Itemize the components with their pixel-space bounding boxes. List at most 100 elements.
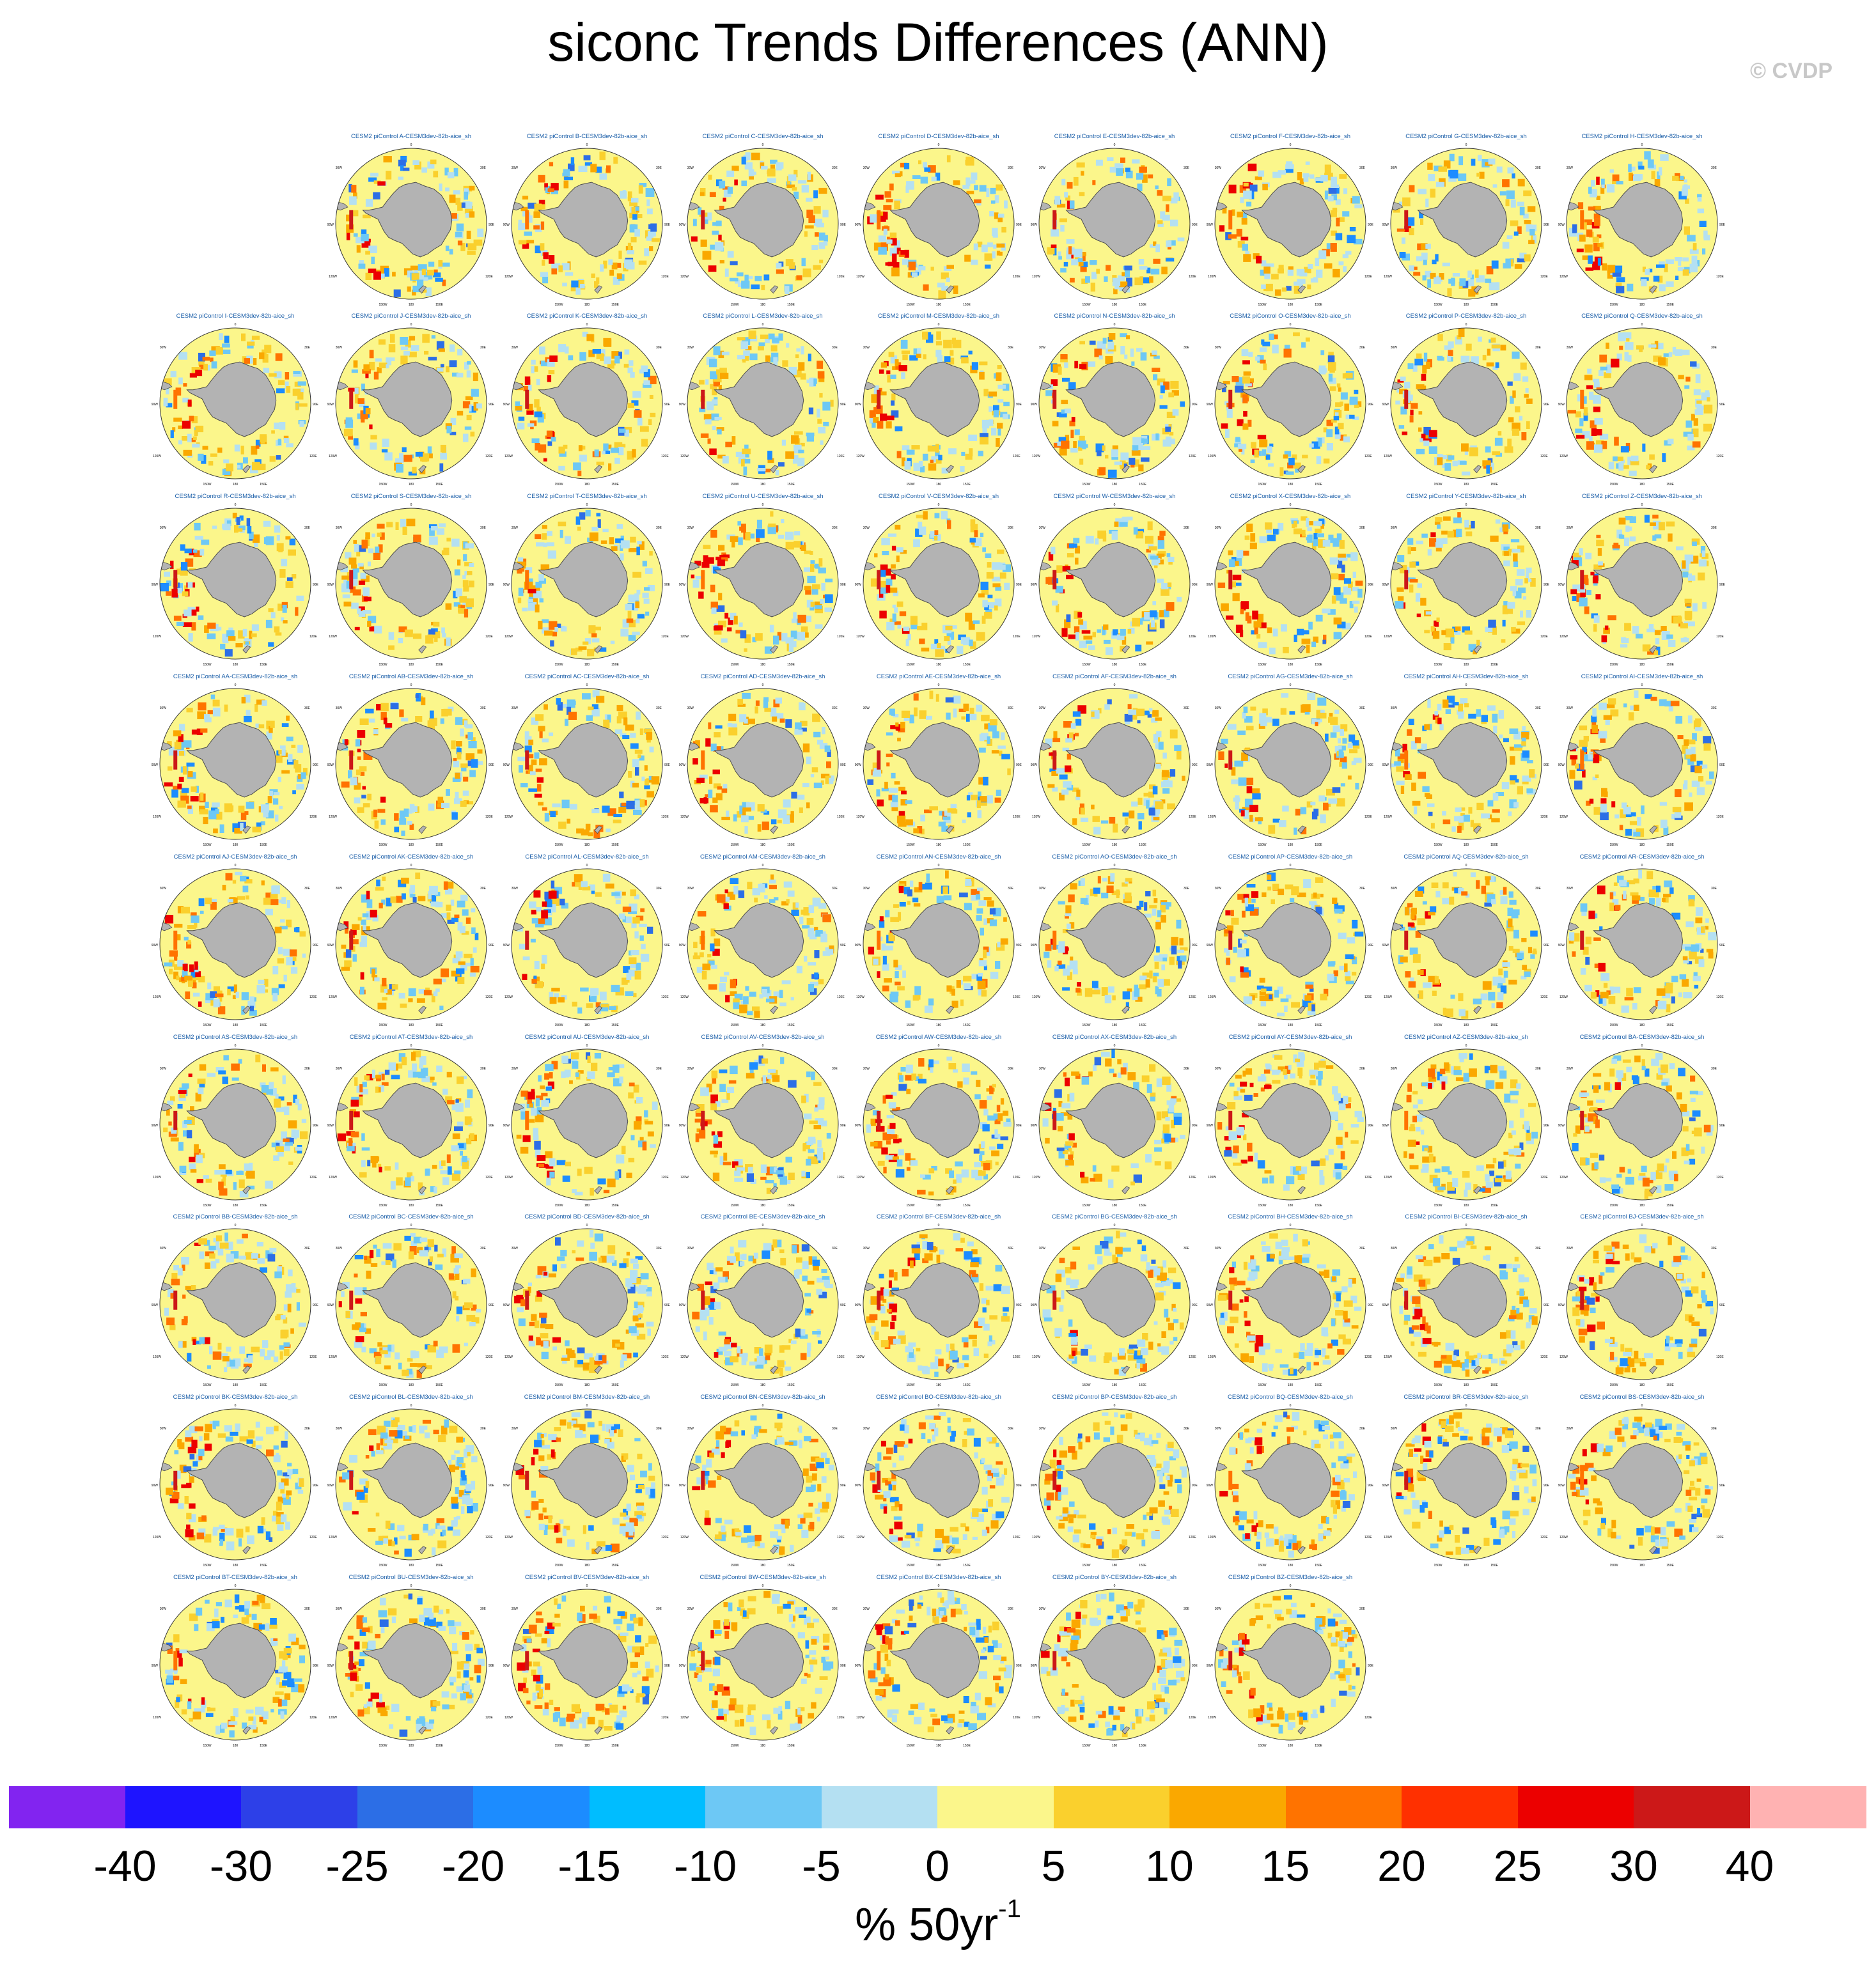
- anomaly-cell: [939, 646, 946, 651]
- anomaly-cell: [1075, 719, 1082, 726]
- anomaly-cell: [534, 399, 540, 408]
- anomaly-cell: [1257, 355, 1264, 363]
- anomaly-cell: [349, 750, 354, 770]
- anomaly-cell: [873, 768, 881, 774]
- anomaly-cell: [1056, 203, 1066, 208]
- new-zealand: [242, 825, 251, 834]
- anomaly-cell: [286, 957, 293, 966]
- anomaly-cell: [476, 403, 482, 409]
- anomaly-cell: [1247, 616, 1252, 624]
- anomaly-cell: [200, 792, 204, 801]
- longitude-label: 150E: [963, 483, 971, 485]
- anomaly-cell: [946, 712, 951, 720]
- anomaly-cell: [637, 214, 643, 219]
- anomaly-cell: [586, 1003, 593, 1008]
- anomaly-cell: [1482, 355, 1487, 361]
- anomaly-cell: [880, 587, 888, 594]
- anomaly-cell: [1118, 275, 1125, 281]
- anomaly-cell: [357, 756, 361, 760]
- anomaly-cell: [1496, 166, 1503, 173]
- anomaly-cell: [1306, 801, 1313, 808]
- anomaly-cell: [467, 732, 473, 740]
- anomaly-cell: [252, 827, 261, 833]
- antarctica-landmass: [889, 541, 980, 618]
- anomaly-cell: [596, 696, 605, 703]
- anomaly-cell: [798, 362, 805, 371]
- anomaly-cell: [377, 809, 386, 813]
- anomaly-cell: [1000, 732, 1005, 740]
- anomaly-cell: [531, 366, 535, 373]
- anomaly-cell: [606, 165, 611, 173]
- anomaly-cell: [744, 634, 751, 643]
- anomaly-cell: [1334, 710, 1340, 714]
- anomaly-cell: [1295, 466, 1299, 473]
- anomaly-cell: [381, 449, 388, 453]
- anomaly-cell: [935, 341, 942, 346]
- anomaly-cell: [1073, 538, 1080, 543]
- anomaly-cell: [1528, 224, 1537, 231]
- anomaly-cell: [1644, 515, 1650, 523]
- anomaly-cell: [737, 521, 741, 526]
- anomaly-cell: [1221, 738, 1228, 744]
- anomaly-cell: [542, 619, 549, 623]
- panel-title: CESM2 piControl L-CESM3dev-82b-aice_sh: [703, 313, 823, 320]
- anomaly-cell: [1080, 444, 1088, 448]
- anomaly-cell: [264, 345, 272, 354]
- anomaly-cell: [632, 782, 639, 788]
- anomaly-cell: [1242, 360, 1250, 365]
- anomaly-cell: [1458, 173, 1467, 181]
- anomaly-cell: [413, 534, 421, 543]
- anomaly-cell: [1668, 352, 1673, 357]
- anomaly-cell: [1682, 747, 1686, 754]
- anomaly-cell: [978, 451, 983, 456]
- longitude-label: 120E: [1013, 275, 1020, 279]
- anomaly-cell: [187, 805, 193, 814]
- anomaly-cell: [1168, 556, 1175, 563]
- anomaly-cell: [226, 520, 231, 526]
- anomaly-cell: [470, 432, 475, 437]
- anomaly-cell: [961, 716, 965, 720]
- anomaly-cell: [415, 694, 419, 698]
- anomaly-cell: [534, 752, 540, 759]
- anomaly-cell: [1147, 521, 1153, 531]
- anomaly-cell: [549, 732, 554, 736]
- longitude-label: 120W: [1384, 635, 1392, 639]
- anomaly-cell: [1411, 782, 1416, 791]
- anomaly-cell: [911, 445, 920, 450]
- anomaly-cell: [884, 781, 888, 789]
- anomaly-cell: [1570, 755, 1578, 759]
- anomaly-cell: [224, 649, 233, 657]
- anomaly-cell: [703, 545, 711, 549]
- anomaly-cell: [403, 808, 409, 817]
- anomaly-cell: [893, 591, 898, 596]
- anomaly-cell: [1303, 174, 1309, 182]
- anomaly-cell: [1673, 616, 1682, 624]
- anomaly-cell: [744, 826, 748, 834]
- longitude-label: 0: [410, 323, 412, 327]
- map-boundary: [1038, 327, 1191, 479]
- anomaly-cell: [1628, 526, 1632, 531]
- anomaly-cell: [717, 786, 723, 790]
- map-panel: CESM2 piControl A-CESM3dev-82b-aice_sh 0 3…: [323, 133, 499, 306]
- anomaly-cell: [596, 462, 604, 465]
- anomaly-cell: [1492, 184, 1497, 188]
- anomaly-cell: [819, 743, 828, 749]
- anomaly-cell: [1162, 770, 1169, 777]
- anomaly-cell: [1349, 414, 1355, 419]
- anomaly-cell: [629, 548, 637, 552]
- anomaly-cell: [412, 633, 422, 639]
- anomaly-cell: [173, 971, 178, 979]
- anomaly-cell: [526, 754, 534, 759]
- anomaly-cell: [1330, 243, 1337, 252]
- longitude-label: 120W: [504, 275, 513, 279]
- anomaly-cell: [886, 239, 893, 244]
- longitude-label: 180: [409, 483, 414, 485]
- panel-title: CESM2 piControl P-CESM3dev-82b-aice_sh: [1405, 313, 1527, 320]
- anomaly-cell: [568, 712, 577, 720]
- anomaly-cell: [356, 245, 361, 253]
- anomaly-cell: [246, 895, 249, 899]
- longitude-label: 150E: [435, 663, 443, 665]
- longitude-label: 120W: [504, 815, 513, 819]
- anomaly-cell: [1159, 559, 1164, 564]
